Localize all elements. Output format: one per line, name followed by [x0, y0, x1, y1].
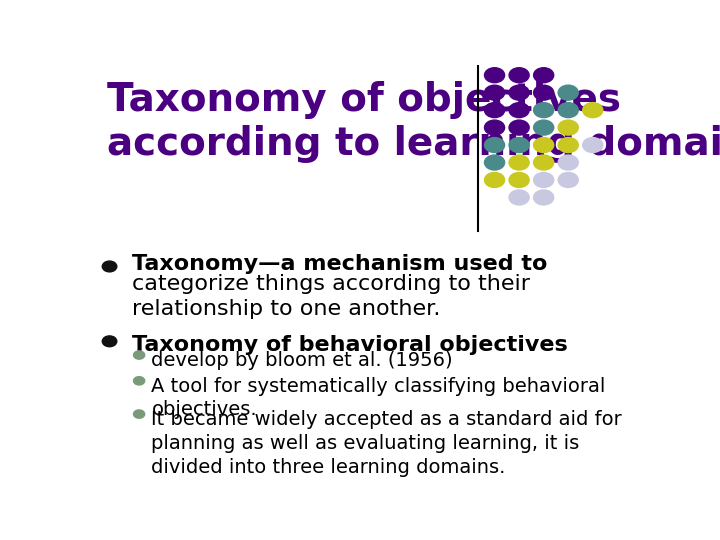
- Circle shape: [485, 138, 505, 152]
- Circle shape: [102, 336, 117, 347]
- Circle shape: [534, 85, 554, 100]
- Circle shape: [485, 103, 505, 118]
- Circle shape: [534, 138, 554, 152]
- Circle shape: [534, 68, 554, 83]
- Circle shape: [558, 172, 578, 187]
- Circle shape: [509, 85, 529, 100]
- Circle shape: [509, 120, 529, 135]
- Text: develop by bloom et al. (1956): develop by bloom et al. (1956): [151, 351, 453, 370]
- Circle shape: [485, 155, 505, 170]
- Circle shape: [558, 85, 578, 100]
- Text: categorize things according to their
relationship to one another.: categorize things according to their rel…: [132, 274, 530, 319]
- Text: Taxonomy of behavioral objectives: Taxonomy of behavioral objectives: [132, 335, 567, 355]
- Circle shape: [509, 190, 529, 205]
- Circle shape: [485, 85, 505, 100]
- Circle shape: [509, 172, 529, 187]
- Circle shape: [534, 155, 554, 170]
- Circle shape: [534, 120, 554, 135]
- Circle shape: [509, 155, 529, 170]
- Text: It became widely accepted as a standard aid for
planning as well as evaluating l: It became widely accepted as a standard …: [151, 410, 622, 476]
- Circle shape: [582, 103, 603, 118]
- Text: Taxonomy—a mechanism used to: Taxonomy—a mechanism used to: [132, 254, 547, 274]
- Circle shape: [558, 120, 578, 135]
- Circle shape: [582, 138, 603, 152]
- Circle shape: [485, 120, 505, 135]
- Circle shape: [534, 190, 554, 205]
- Circle shape: [133, 377, 145, 385]
- Circle shape: [558, 103, 578, 118]
- Circle shape: [534, 172, 554, 187]
- Circle shape: [509, 103, 529, 118]
- Circle shape: [485, 172, 505, 187]
- Circle shape: [558, 155, 578, 170]
- Text: Taxonomy of objectives
according to learning domains: Taxonomy of objectives according to lear…: [107, 82, 720, 164]
- Circle shape: [534, 103, 554, 118]
- Circle shape: [133, 410, 145, 418]
- Circle shape: [102, 261, 117, 272]
- Circle shape: [509, 138, 529, 152]
- Circle shape: [485, 68, 505, 83]
- Circle shape: [509, 68, 529, 83]
- Text: A tool for systematically classifying behavioral
objectives.: A tool for systematically classifying be…: [151, 377, 606, 420]
- Circle shape: [133, 351, 145, 359]
- Circle shape: [558, 138, 578, 152]
